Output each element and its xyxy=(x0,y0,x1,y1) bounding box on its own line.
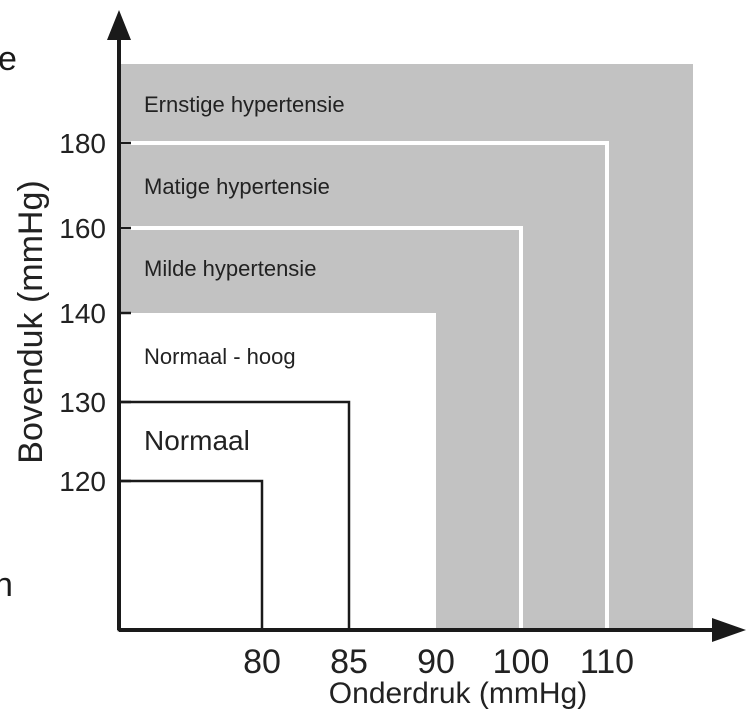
zone-label-normaal-hoog: Normaal - hoog xyxy=(144,344,296,369)
y-tick-label-160: 160 xyxy=(59,213,106,244)
x-tick-label-80: 80 xyxy=(243,643,281,681)
y-axis-arrowhead xyxy=(107,10,131,40)
y-tick-label-140: 140 xyxy=(59,298,106,329)
y-axis-label: Bovenduk (mmHg) xyxy=(12,180,50,463)
tick-layer: 120 130 140 160 180 80 85 90 100 110 xyxy=(59,128,634,681)
x-tick-label-85: 85 xyxy=(330,643,368,681)
zone-label-milde-hypertensie: Milde hypertensie xyxy=(144,256,316,281)
zone-optimal xyxy=(117,479,264,632)
zone-layer xyxy=(117,64,693,632)
cropped-text-bottom: n xyxy=(0,566,13,604)
x-axis-label: Onderdruk (mmHg) xyxy=(329,677,587,710)
axes-layer xyxy=(107,10,746,642)
x-axis-arrowhead xyxy=(712,618,746,642)
y-tick-label-130: 130 xyxy=(59,387,106,418)
x-tick-label-110: 110 xyxy=(580,643,634,681)
y-tick-label-180: 180 xyxy=(59,128,106,159)
x-tick-label-90: 90 xyxy=(417,643,455,681)
cropped-text-top: e xyxy=(0,40,17,78)
zone-label-normaal: Normaal xyxy=(144,425,250,456)
zone-label-ernstige-hypertensie: Ernstige hypertensie xyxy=(144,92,345,117)
x-tick-label-100: 100 xyxy=(493,643,550,681)
y-tick-label-120: 120 xyxy=(59,466,106,497)
zone-label-layer: Ernstige hypertensie Matige hypertensie Mi… xyxy=(144,92,345,456)
zone-label-matige-hypertensie: Matige hypertensie xyxy=(144,174,330,199)
